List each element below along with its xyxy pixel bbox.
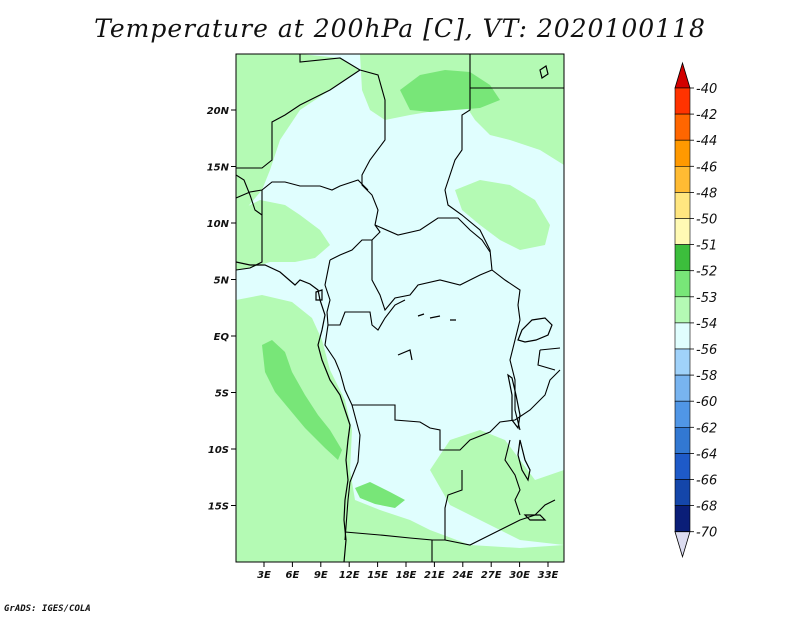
colorbar-swatch	[674, 374, 691, 402]
lake-outline	[517, 439, 531, 482]
colorbar-swatch	[674, 87, 691, 115]
lon-tick-label: 15E	[367, 570, 388, 581]
colorbar-label: -70	[696, 526, 717, 541]
lat-tick-label: 10N	[207, 219, 230, 230]
colorbar-swatch	[674, 244, 691, 272]
border-line	[324, 324, 561, 451]
colorbar-label: -48	[696, 186, 717, 201]
colorbar-label: -64	[696, 447, 717, 462]
lake-outline	[315, 289, 323, 301]
border-line	[537, 347, 561, 371]
shade-region-east-mid	[455, 180, 550, 250]
lat-tick-label: 10S	[208, 445, 229, 456]
border-line	[344, 404, 361, 541]
colorbar-label: -53	[696, 291, 717, 306]
colorbar-swatch	[674, 400, 691, 428]
lon-tick-label: 27E	[481, 570, 502, 581]
colorbar-swatch	[674, 348, 691, 376]
border-line	[444, 54, 521, 321]
border-line	[324, 259, 406, 331]
longitude-axis: 3E 6E 9E 12E 15E 18E 21E 24E 27E 30E 33E	[257, 562, 559, 581]
colorbar-label: -40	[696, 82, 717, 97]
country-borders	[236, 54, 564, 562]
lake-outline	[397, 349, 413, 361]
colorbar-top-triangle	[674, 61, 691, 89]
lake-outline	[523, 514, 547, 521]
shade-region-northwest	[236, 54, 360, 212]
lon-tick-label: 21E	[424, 570, 445, 581]
lon-tick-label: 3E	[257, 570, 271, 581]
shade-band-south	[355, 482, 405, 508]
border-line	[236, 174, 263, 216]
colorbar-label: -42	[696, 108, 717, 123]
shade-region-west-mid	[236, 200, 330, 270]
lon-tick-label: 12E	[339, 570, 360, 581]
colorbar-swatch	[674, 296, 691, 324]
colorbar-swatch	[674, 426, 691, 454]
colorbar: -40 -42 -44 -46 -48 -50 -51 -52 -53 -54 -56 -58 -60 -…	[674, 61, 717, 559]
colorbar-label: -62	[696, 421, 717, 436]
colorbar-swatch	[674, 505, 691, 533]
colorbar-label: -44	[696, 134, 717, 149]
border-line	[236, 179, 369, 199]
border-line	[509, 319, 521, 431]
colorbar-swatch	[674, 218, 691, 245]
colorbar-label: -52	[696, 265, 717, 280]
colorbar-label: -66	[696, 474, 717, 489]
lake-outline	[517, 317, 553, 343]
lon-tick-label: 30E	[509, 570, 530, 581]
colorbar-label: -58	[696, 369, 717, 384]
colorbar-swatch	[674, 322, 691, 350]
colorbar-swatch	[674, 113, 691, 141]
shade-region-northeast	[462, 54, 564, 165]
lake-outline	[507, 373, 521, 430]
lat-tick-label: 15N	[207, 163, 230, 174]
colorbar-label: -56	[696, 343, 717, 358]
shade-band-coastal	[262, 340, 342, 460]
chart-title: Temperature at 200hPa [C], VT: 202010011…	[94, 14, 706, 43]
colorbar-swatch	[674, 270, 691, 298]
border-line	[504, 439, 521, 516]
lake-outline	[539, 65, 549, 79]
lon-tick-label: 33E	[538, 570, 559, 581]
coastline	[236, 261, 351, 562]
colorbar-label: -54	[696, 317, 717, 332]
colorbar-label: -51	[696, 239, 717, 254]
colorbar-label: -46	[696, 160, 717, 175]
shade-region-southwest	[236, 295, 564, 562]
colorbar-swatch	[674, 139, 691, 167]
lon-tick-label: 24E	[452, 570, 473, 581]
border-line	[432, 470, 463, 541]
lat-tick-label: 5S	[215, 389, 229, 400]
lat-tick-label: 15S	[208, 502, 229, 513]
colorbar-label: -50	[696, 213, 717, 228]
lat-tick-label: 20N	[207, 106, 230, 117]
temperature-shading	[236, 54, 564, 562]
lon-tick-label: 18E	[396, 570, 417, 581]
lake-outline	[417, 313, 456, 321]
lon-tick-label: 9E	[314, 570, 328, 581]
border-line	[236, 54, 362, 169]
shade-band-north	[400, 70, 500, 112]
colorbar-bottom-triangle	[674, 531, 691, 559]
latitude-axis: 20N 15N 10N 5N EQ 5S 10S 15S	[207, 106, 236, 513]
map-frame	[235, 53, 565, 563]
grads-credit: GrADS: IGES/COLA	[4, 604, 91, 614]
border-line	[329, 69, 386, 261]
colorbar-swatch	[674, 479, 691, 506]
lat-tick-label: EQ	[214, 332, 230, 343]
border-line	[344, 531, 433, 562]
colorbar-swatch	[674, 192, 691, 219]
border-line	[371, 240, 493, 312]
colorbar-label: -60	[696, 395, 717, 410]
coastlines	[236, 65, 553, 562]
lon-tick-label: 6E	[286, 570, 300, 581]
border-line	[374, 217, 491, 253]
colorbar-swatch	[674, 453, 691, 480]
colorbar-label: -68	[696, 500, 717, 515]
colorbar-swatch	[674, 166, 691, 193]
lat-tick-label: 5N	[214, 276, 230, 287]
border-line	[444, 499, 556, 546]
